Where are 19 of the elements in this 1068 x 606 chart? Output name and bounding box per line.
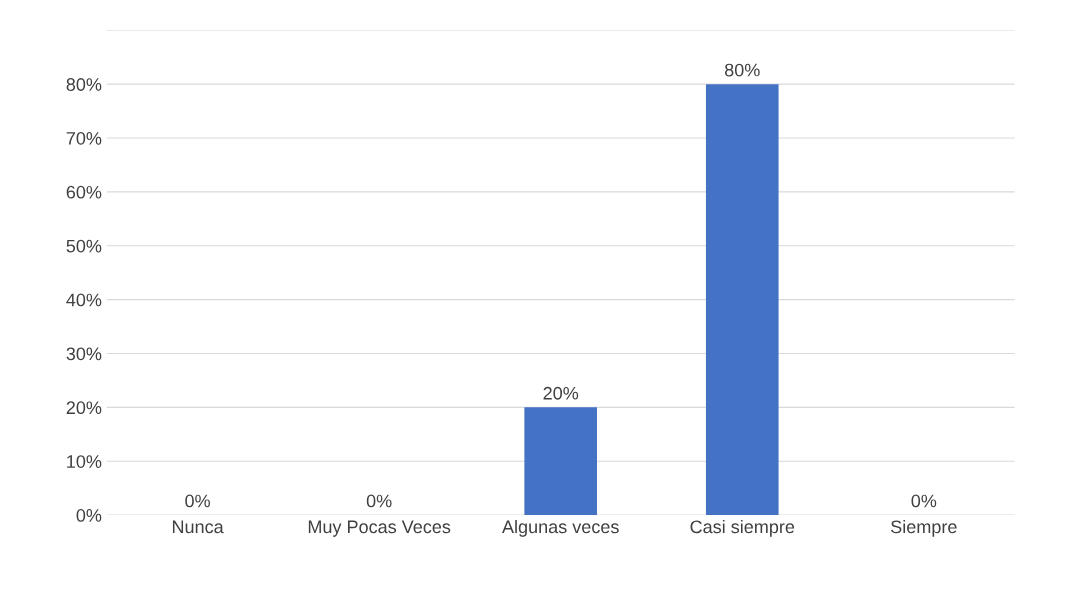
data-label: 20% — [543, 386, 579, 400]
data-label: 0% — [185, 494, 210, 508]
y-tick-label: 50% — [66, 239, 102, 253]
x-tick-label: Muy Pocas Veces — [308, 520, 451, 537]
data-label: 80% — [724, 63, 760, 77]
y-tick-label: 60% — [66, 185, 102, 199]
y-tick-label: 20% — [66, 401, 102, 415]
x-tick-label: Casi siempre — [690, 519, 795, 537]
y-tick-label: 10% — [67, 455, 102, 468]
y-tick-label: 80% — [66, 78, 102, 91]
data-label: 0% — [911, 494, 937, 508]
y-tick-label: 0% — [76, 509, 102, 522]
y-tick-label: 70% — [66, 131, 102, 145]
data-label: 0% — [366, 494, 392, 508]
x-tick-label: Algunas veces — [502, 519, 619, 537]
x-tick-label: Siempre — [891, 519, 957, 537]
y-tick-label: 30% — [66, 347, 102, 361]
y-tick-label: 40% — [66, 293, 102, 307]
x-tick-label: Nunca — [172, 520, 224, 534]
